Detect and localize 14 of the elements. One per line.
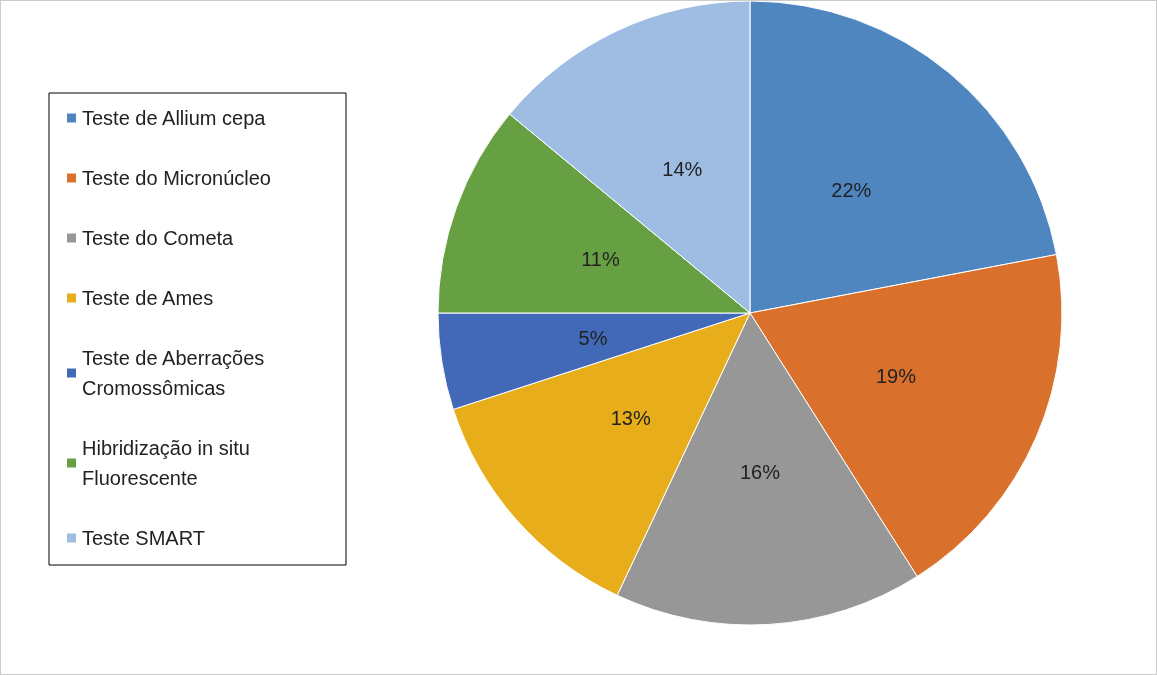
legend-label: Teste do Micronúcleo [82, 167, 271, 189]
legend-label: Hibridização in situ Fluorescente [82, 437, 256, 489]
data-label: 14% [662, 158, 703, 181]
data-label: 11% [581, 248, 620, 271]
data-label: 19% [875, 365, 917, 388]
data-label: 5% [578, 326, 608, 349]
legend-label: Teste de Ames [82, 287, 214, 309]
legend-label: Teste do Cometa [82, 227, 235, 249]
legend-label: Teste de Aberrações Cromossômicas [82, 347, 270, 399]
data-label: 16% [739, 460, 781, 483]
data-label: 22% [831, 179, 872, 202]
data-label: 13% [610, 407, 651, 430]
legend-label: Teste SMART [82, 527, 205, 549]
legend-label: Teste de Allium cepa [82, 107, 267, 129]
